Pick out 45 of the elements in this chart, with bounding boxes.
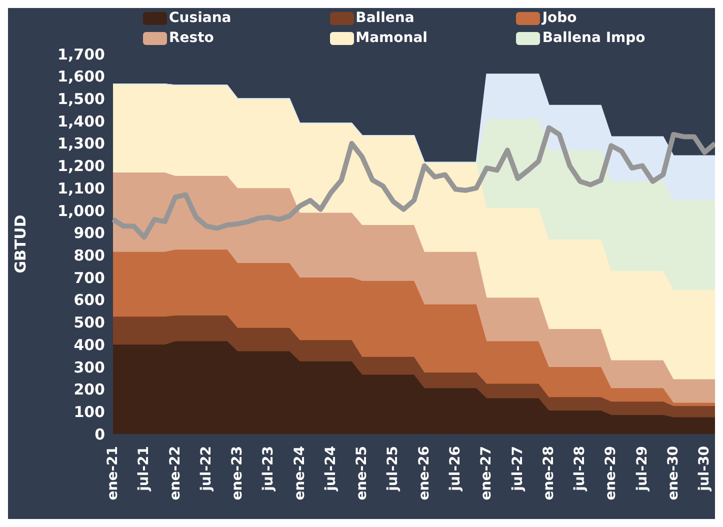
- y-tick-label: 1,700: [58, 45, 105, 64]
- y-tick-label: 200: [74, 380, 105, 399]
- x-tick-label: ene-26: [416, 446, 432, 500]
- y-tick-label: 400: [74, 336, 105, 354]
- legend-label: Resto: [169, 30, 214, 46]
- y-tick-label: 1,100: [58, 179, 105, 198]
- x-tick-label: ene-22: [167, 446, 184, 500]
- legend-label: Ballena Impo: [542, 30, 646, 46]
- x-tick-label: jul-26: [448, 446, 464, 492]
- x-tick-label: jul-21: [136, 446, 152, 492]
- y-axis-title: GBTUD: [11, 214, 30, 274]
- y-tick-label: 500: [74, 314, 105, 332]
- y-tick-label: 900: [74, 224, 105, 242]
- x-tick-label: jul-27: [510, 446, 526, 492]
- x-tick-label: ene-25: [354, 446, 370, 500]
- x-tick-label: jul-29: [634, 446, 650, 492]
- x-tick-label: ene-21: [105, 446, 121, 500]
- y-tick-label: 1,200: [58, 157, 105, 176]
- y-tick-label: 800: [74, 246, 105, 264]
- legend-label: Ballena: [356, 10, 414, 26]
- y-tick-label: 100: [74, 402, 105, 421]
- y-tick-label: 600: [74, 291, 105, 310]
- x-tick-label: ene-29: [603, 446, 620, 500]
- x-tick-label: jul-30: [696, 446, 713, 492]
- x-tick-label: jul-28: [572, 446, 588, 492]
- y-tick-label: 1,400: [58, 112, 105, 130]
- x-tick-label: ene-28: [540, 446, 557, 500]
- x-tick-label: ene-24: [292, 446, 308, 500]
- legend-label: Cusiana: [169, 10, 232, 26]
- y-tick-label: 1,000: [58, 202, 105, 220]
- y-tick-label: 1,500: [58, 90, 105, 108]
- y-tick-label: 700: [74, 268, 105, 287]
- x-tick-label: jul-24: [322, 446, 339, 492]
- x-tick-label: ene-27: [478, 446, 495, 500]
- y-tick-label: 0: [94, 425, 105, 444]
- y-tick-label: 1,300: [58, 134, 105, 153]
- y-tick-label: 300: [74, 358, 105, 376]
- legend-label: Mamonal: [356, 30, 428, 46]
- x-tick-label: ene-30: [665, 446, 682, 500]
- x-tick-label: jul-22: [198, 446, 214, 492]
- x-tick-label: jul-23: [260, 446, 277, 492]
- y-tick-label: 1,600: [58, 68, 105, 86]
- x-tick-label: ene-23: [230, 446, 246, 500]
- x-tick-label: jul-25: [385, 446, 402, 492]
- legend-label: Jobo: [542, 10, 577, 26]
